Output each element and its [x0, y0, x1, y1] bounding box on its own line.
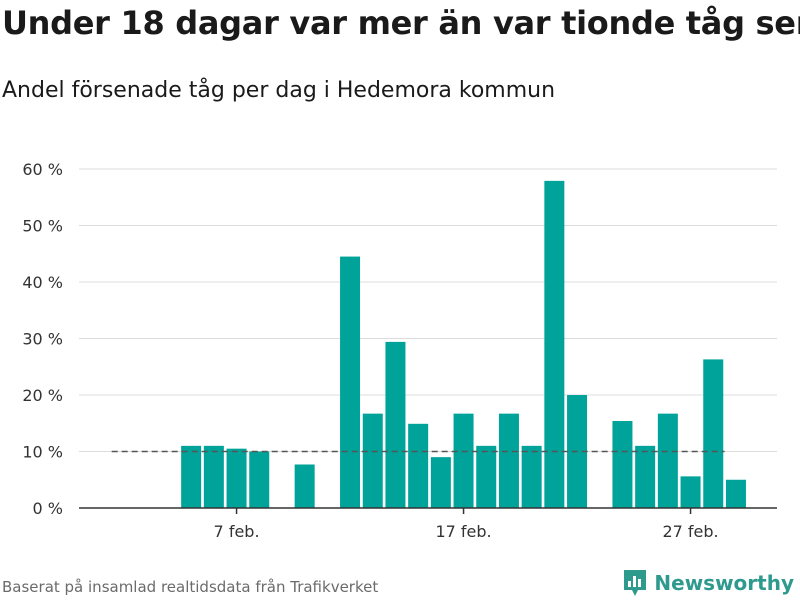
bar	[203, 445, 224, 508]
y-tick-label: 0 %	[33, 499, 63, 518]
x-tick-label: 17 feb.	[435, 522, 491, 541]
bar	[362, 413, 383, 508]
chart-title: Under 18 dagar var mer än var tionde tåg…	[2, 4, 800, 42]
brand-name: Newsworthy	[654, 571, 794, 595]
bar	[680, 476, 701, 508]
bar	[476, 445, 497, 508]
bar	[703, 359, 724, 508]
bar-chart: 0 % 10 % 20 % 30 % 40 % 50 % 60 % 7 feb. 17 feb…	[22, 160, 777, 541]
y-tick-label: 10 %	[22, 443, 63, 462]
bar	[521, 445, 542, 508]
bar	[657, 413, 678, 508]
bar	[498, 413, 519, 508]
y-tick-label: 40 %	[22, 273, 63, 292]
y-tick-label: 30 %	[22, 330, 63, 349]
bar	[612, 420, 633, 508]
bar	[635, 445, 656, 508]
y-tick-label: 20 %	[22, 386, 63, 405]
brand-logo[interactable]: Newsworthy	[622, 568, 794, 598]
x-axis	[79, 507, 777, 514]
source-note: Baserat på insamlad realtidsdata från Tr…	[2, 578, 379, 596]
bar	[249, 451, 270, 508]
x-tick-labels: 7 feb. 17 feb. 27 feb.	[214, 522, 719, 541]
x-tick-label: 27 feb.	[662, 522, 718, 541]
bar	[385, 341, 406, 508]
bar	[181, 445, 202, 508]
bar	[544, 180, 565, 509]
bar	[430, 457, 451, 508]
bars	[181, 180, 746, 509]
bar	[340, 256, 361, 508]
newsworthy-logo-icon	[624, 570, 647, 596]
bar	[294, 464, 315, 508]
bar	[725, 479, 746, 508]
y-tick-label: 50 %	[22, 217, 63, 236]
y-tick-labels: 0 % 10 % 20 % 30 % 40 % 50 % 60 %	[22, 160, 63, 518]
x-tick-label: 7 feb.	[214, 522, 260, 541]
bar	[226, 448, 247, 508]
chart-subtitle: Andel försenade tåg per dag i Hedemora k…	[2, 78, 556, 103]
bar	[408, 423, 429, 508]
bar	[453, 413, 474, 508]
y-tick-label: 60 %	[22, 160, 63, 179]
grid-lines	[79, 168, 777, 452]
